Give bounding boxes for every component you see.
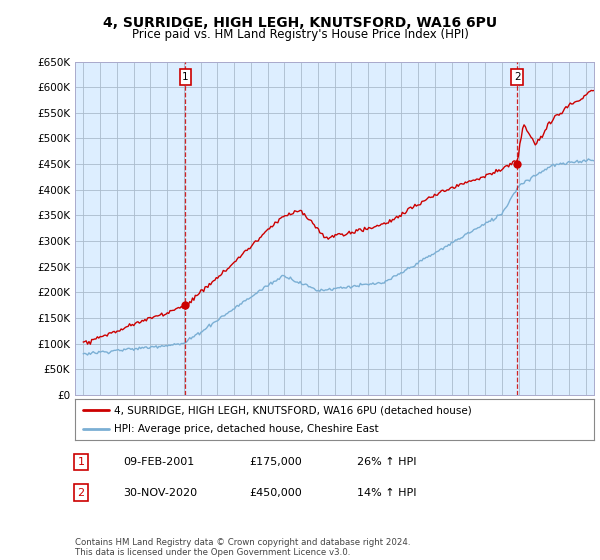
Text: 26% ↑ HPI: 26% ↑ HPI — [357, 457, 416, 467]
Text: 09-FEB-2001: 09-FEB-2001 — [123, 457, 194, 467]
Text: £175,000: £175,000 — [249, 457, 302, 467]
Text: 1: 1 — [77, 457, 85, 467]
Text: 4, SURRIDGE, HIGH LEGH, KNUTSFORD, WA16 6PU (detached house): 4, SURRIDGE, HIGH LEGH, KNUTSFORD, WA16 … — [114, 405, 472, 415]
Text: 14% ↑ HPI: 14% ↑ HPI — [357, 488, 416, 498]
Text: £450,000: £450,000 — [249, 488, 302, 498]
Text: 2: 2 — [514, 72, 521, 82]
Text: Price paid vs. HM Land Registry's House Price Index (HPI): Price paid vs. HM Land Registry's House … — [131, 28, 469, 41]
Text: 30-NOV-2020: 30-NOV-2020 — [123, 488, 197, 498]
Text: 2: 2 — [77, 488, 85, 498]
Text: Contains HM Land Registry data © Crown copyright and database right 2024.
This d: Contains HM Land Registry data © Crown c… — [75, 538, 410, 557]
Text: 4, SURRIDGE, HIGH LEGH, KNUTSFORD, WA16 6PU: 4, SURRIDGE, HIGH LEGH, KNUTSFORD, WA16 … — [103, 16, 497, 30]
Text: 1: 1 — [182, 72, 189, 82]
Text: HPI: Average price, detached house, Cheshire East: HPI: Average price, detached house, Ches… — [114, 424, 379, 433]
